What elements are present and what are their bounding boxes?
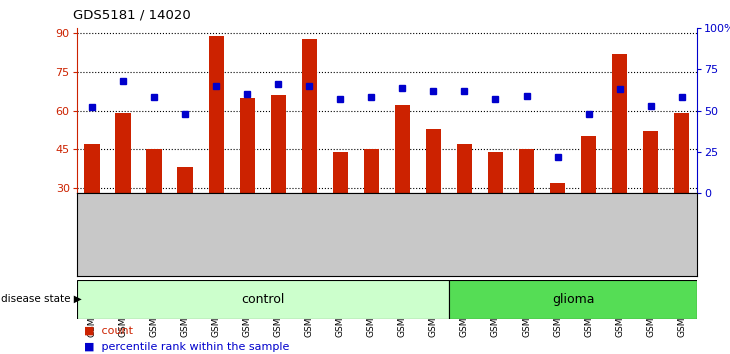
- Bar: [612, 54, 627, 193]
- Bar: [449, 280, 697, 319]
- Text: control: control: [241, 293, 285, 306]
- Bar: [643, 131, 658, 193]
- Bar: [550, 183, 565, 193]
- Text: ■  count: ■ count: [84, 326, 133, 336]
- Bar: [301, 39, 317, 193]
- Bar: [147, 149, 162, 193]
- Text: glioma: glioma: [552, 293, 594, 306]
- Text: ■  percentile rank within the sample: ■ percentile rank within the sample: [84, 342, 289, 352]
- Bar: [426, 129, 441, 193]
- Bar: [209, 36, 224, 193]
- Bar: [77, 280, 449, 319]
- Bar: [674, 113, 689, 193]
- Bar: [488, 152, 503, 193]
- Bar: [177, 167, 193, 193]
- Text: disease state ▶: disease state ▶: [1, 294, 82, 304]
- Bar: [581, 136, 596, 193]
- Bar: [364, 149, 379, 193]
- Bar: [115, 113, 131, 193]
- Text: GDS5181 / 14020: GDS5181 / 14020: [73, 9, 191, 22]
- Bar: [519, 149, 534, 193]
- Bar: [239, 98, 255, 193]
- Bar: [333, 152, 348, 193]
- Bar: [85, 144, 100, 193]
- Bar: [395, 105, 410, 193]
- Bar: [271, 95, 286, 193]
- Bar: [457, 144, 472, 193]
